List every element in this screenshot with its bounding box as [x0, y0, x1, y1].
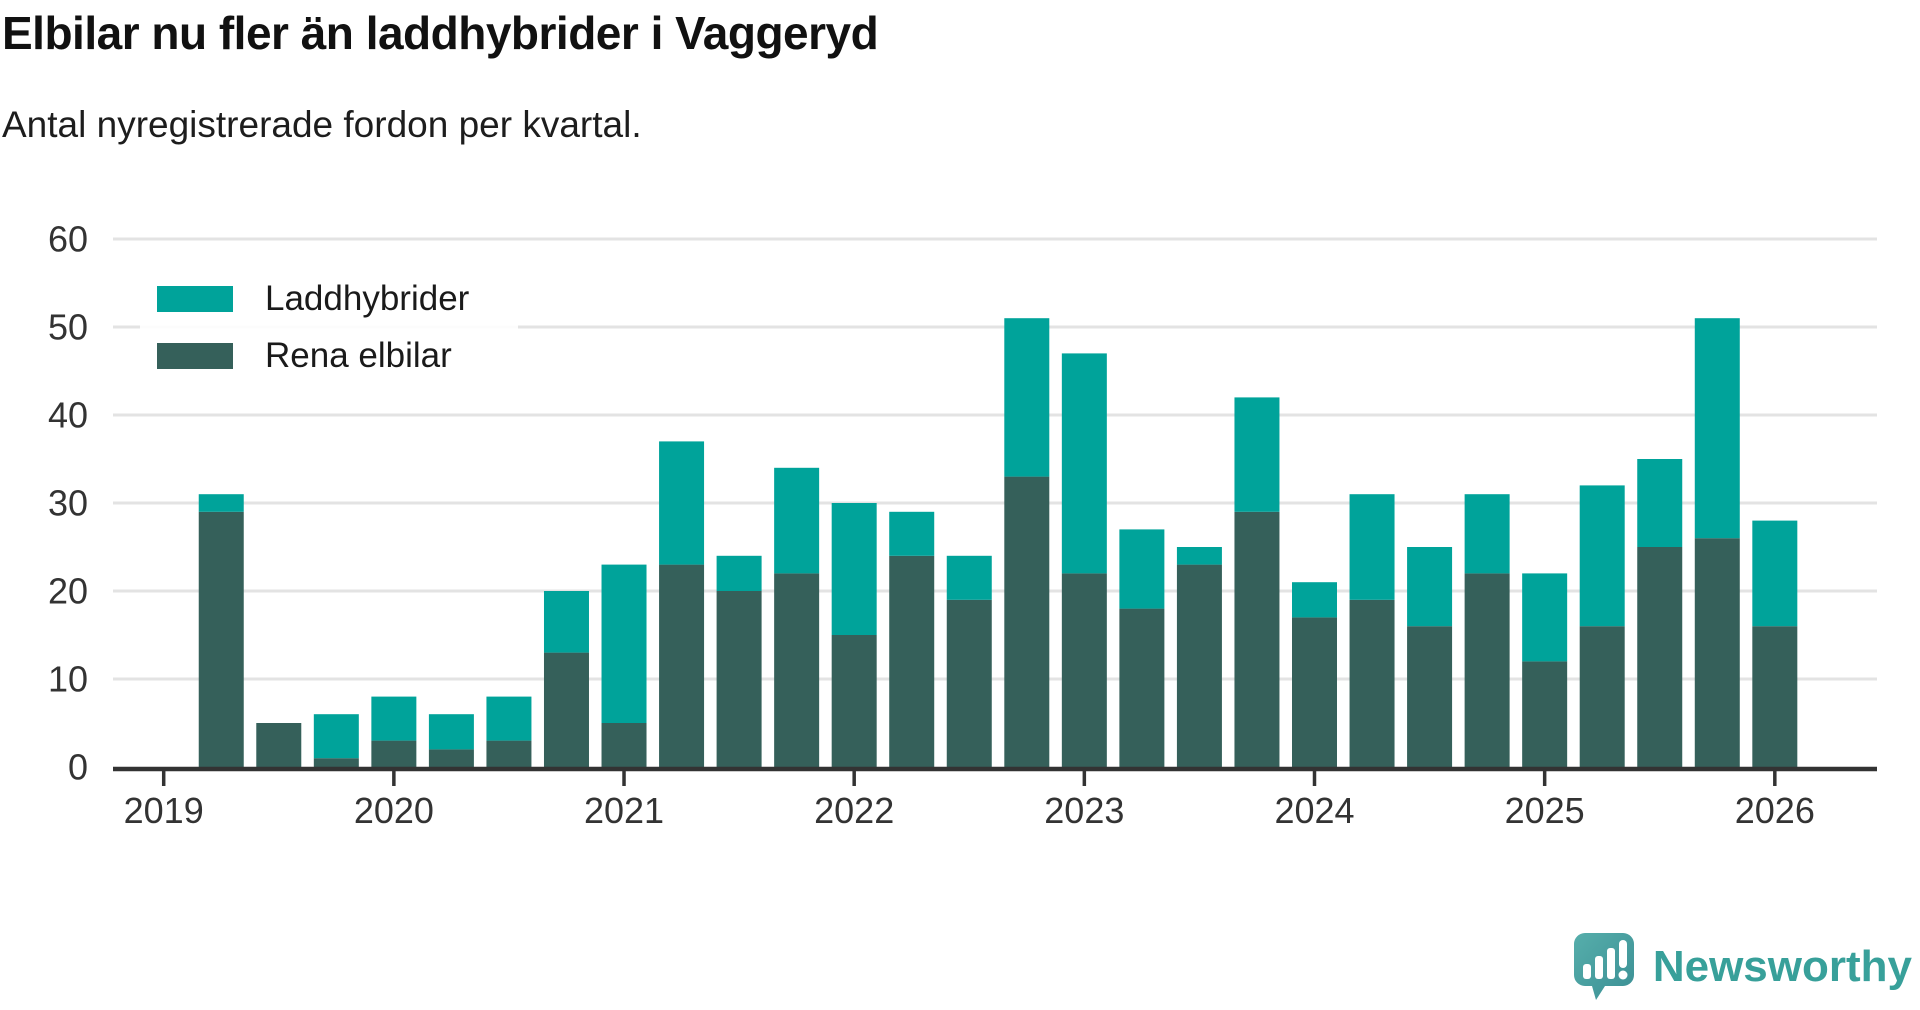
- bar-2026-q1-laddhybrider: [1752, 520, 1798, 627]
- bar-2022-q1-rena-elbilar: [831, 635, 877, 767]
- bar-2023-q1-laddhybrider: [1061, 353, 1107, 574]
- bar-2023-q2-laddhybrider: [1119, 529, 1165, 609]
- bar-2025-q1-rena-elbilar: [1522, 661, 1568, 767]
- bar-2023-q4-laddhybrider: [1234, 397, 1280, 512]
- logo-mark: [1573, 933, 1634, 1000]
- bar-2021-q1-rena-elbilar: [601, 723, 647, 767]
- bar-2019-q3-rena-elbilar: [256, 723, 302, 767]
- logo-bar-chart-icon: [1582, 948, 1615, 979]
- bar-2021-q3-rena-elbilar: [716, 591, 762, 767]
- y-axis-label-40: 40: [48, 395, 88, 436]
- x-axis-label-2023: 2023: [1044, 790, 1124, 831]
- legend-swatch-laddhybrider: [157, 285, 233, 312]
- logo-text: Newsworthy: [1652, 942, 1912, 991]
- bar-2020-q4-laddhybrider: [543, 591, 589, 653]
- bar-2020-q4-rena-elbilar: [543, 652, 589, 767]
- bar-2022-q2-rena-elbilar: [889, 555, 935, 767]
- bar-2022-q3-rena-elbilar: [946, 599, 992, 767]
- legend-label-rena-elbilar: Rena elbilar: [265, 335, 452, 375]
- bar-2021-q4-rena-elbilar: [774, 573, 820, 767]
- y-axis-label-60: 60: [48, 219, 88, 260]
- bar-2025-q1-laddhybrider: [1522, 573, 1568, 662]
- x-axis-label-2026: 2026: [1735, 790, 1815, 831]
- x-axis-label-2019: 2019: [124, 790, 204, 831]
- bar-2024-q1-rena-elbilar: [1292, 617, 1337, 767]
- bar-2025-q2-laddhybrider: [1579, 485, 1625, 627]
- x-axis-label-2020: 2020: [354, 790, 434, 831]
- bar-2020-q2-laddhybrider: [428, 714, 474, 750]
- legend-swatch-rena-elbilar: [157, 342, 233, 369]
- bar-2019-q2-rena-elbilar: [198, 511, 244, 767]
- x-axis-label-2022: 2022: [814, 790, 894, 831]
- chart-subtitle: Antal nyregistrerade fordon per kvartal.: [2, 104, 642, 145]
- bar-2023-q3-rena-elbilar: [1176, 564, 1222, 767]
- bar-2025-q4-laddhybrider: [1694, 318, 1740, 539]
- bar-2024-q3-rena-elbilar: [1407, 626, 1453, 767]
- bar-2023-q4-rena-elbilar: [1234, 511, 1280, 767]
- bar-2020-q1-laddhybrider: [371, 696, 417, 741]
- x-axis-label-2021: 2021: [584, 790, 664, 831]
- y-axis-label-10: 10: [48, 659, 88, 700]
- bar-2023-q3-laddhybrider: [1176, 547, 1222, 565]
- bar-2019-q4-laddhybrider: [313, 714, 359, 759]
- bar-2024-q1-laddhybrider: [1292, 582, 1337, 618]
- bar-2020-q3-rena-elbilar: [486, 740, 532, 767]
- bar-2019-q4-rena-elbilar: [313, 758, 359, 767]
- x-axis-label-2024: 2024: [1274, 790, 1354, 831]
- y-axis-label-30: 30: [48, 483, 88, 524]
- y-axis-label-0: 0: [68, 747, 88, 788]
- newsworthy-logo: Newsworthy: [1573, 932, 1912, 1002]
- bar-2021-q4-laddhybrider: [774, 467, 820, 574]
- chart-title: Elbilar nu fler än laddhybrider i Vagger…: [2, 7, 879, 59]
- bar-2020-q3-laddhybrider: [486, 696, 532, 741]
- bar-2022-q4-laddhybrider: [1004, 318, 1050, 477]
- bar-2025-q3-laddhybrider: [1637, 459, 1683, 547]
- y-axis-label-50: 50: [48, 307, 88, 348]
- bar-2022-q4-rena-elbilar: [1004, 476, 1050, 767]
- bar-2026-q1-rena-elbilar: [1752, 626, 1798, 767]
- legend-label-laddhybrider: Laddhybrider: [265, 278, 470, 318]
- bar-2024-q2-laddhybrider: [1349, 494, 1395, 600]
- bar-2022-q1-laddhybrider: [831, 503, 877, 635]
- bar-2025-q2-rena-elbilar: [1579, 626, 1625, 767]
- bar-2023-q2-rena-elbilar: [1119, 608, 1165, 767]
- bar-2020-q1-rena-elbilar: [371, 740, 417, 767]
- bar-2020-q2-rena-elbilar: [428, 749, 474, 767]
- bar-2025-q3-rena-elbilar: [1637, 547, 1683, 767]
- bar-2024-q4-rena-elbilar: [1464, 573, 1510, 767]
- bar-2021-q2-rena-elbilar: [659, 564, 705, 767]
- legend: Laddhybrider Rena elbilar: [140, 264, 518, 392]
- bar-2019-q2-laddhybrider: [198, 494, 244, 512]
- bar-2021-q1-laddhybrider: [601, 564, 647, 723]
- bar-2022-q2-laddhybrider: [889, 511, 935, 556]
- bar-2025-q4-rena-elbilar: [1694, 538, 1740, 767]
- y-axis-label-20: 20: [48, 571, 88, 612]
- legend-row-rena-elbilar: Rena elbilar: [157, 327, 518, 384]
- bar-2024-q3-laddhybrider: [1407, 547, 1453, 627]
- bar-2024-q4-laddhybrider: [1464, 494, 1510, 574]
- legend-row-laddhybrider: Laddhybrider: [157, 270, 518, 327]
- bar-2021-q3-laddhybrider: [716, 555, 762, 591]
- x-axis-label-2025: 2025: [1505, 790, 1585, 831]
- logo-exclamation-icon: [1618, 940, 1628, 980]
- bar-2023-q1-rena-elbilar: [1061, 573, 1107, 767]
- bar-2022-q3-laddhybrider: [946, 555, 992, 600]
- bar-2021-q2-laddhybrider: [659, 441, 705, 565]
- bar-2024-q2-rena-elbilar: [1349, 599, 1395, 767]
